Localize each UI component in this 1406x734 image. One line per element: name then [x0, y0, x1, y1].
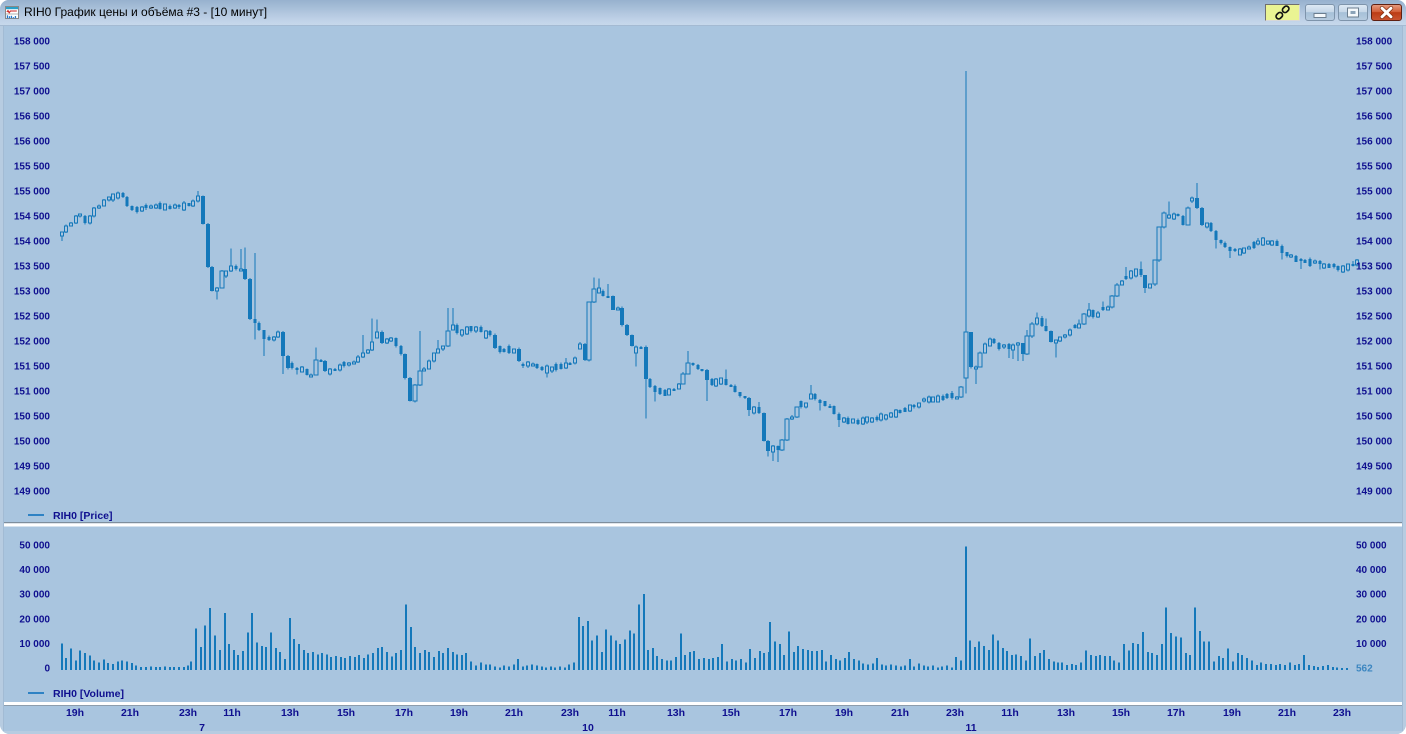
svg-text:15h: 15h	[337, 707, 355, 719]
svg-text:562: 562	[1356, 664, 1373, 675]
svg-text:152 500: 152 500	[14, 312, 51, 323]
svg-text:153 500: 153 500	[14, 262, 51, 273]
svg-text:153 000: 153 000	[1356, 287, 1393, 298]
svg-text:20 000: 20 000	[1356, 614, 1387, 625]
svg-text:155 500: 155 500	[1356, 162, 1393, 173]
svg-text:7: 7	[199, 722, 205, 734]
svg-text:11: 11	[965, 722, 976, 734]
svg-text:150 500: 150 500	[14, 412, 51, 423]
svg-text:156 500: 156 500	[1356, 112, 1393, 123]
svg-text:152 000: 152 000	[14, 337, 51, 348]
svg-text:21h: 21h	[505, 707, 523, 719]
svg-text:21h: 21h	[891, 707, 909, 719]
svg-text:158 000: 158 000	[1356, 37, 1393, 48]
svg-text:50 000: 50 000	[19, 541, 50, 552]
svg-text:152 000: 152 000	[1356, 337, 1393, 348]
svg-text:154 500: 154 500	[1356, 212, 1393, 223]
svg-text:19h: 19h	[66, 707, 84, 719]
svg-text:155 000: 155 000	[1356, 187, 1393, 198]
svg-text:17h: 17h	[779, 707, 797, 719]
svg-text:RIH0 [Price]: RIH0 [Price]	[53, 510, 113, 522]
svg-text:156 000: 156 000	[14, 137, 51, 148]
svg-text:17h: 17h	[395, 707, 413, 719]
svg-text:13h: 13h	[1057, 707, 1075, 719]
svg-text:157 000: 157 000	[14, 87, 51, 98]
svg-text:17h: 17h	[1167, 707, 1185, 719]
svg-text:RIH0 [Volume]: RIH0 [Volume]	[53, 688, 124, 700]
svg-text:154 500: 154 500	[14, 212, 51, 223]
svg-text:157 000: 157 000	[1356, 87, 1393, 98]
svg-text:19h: 19h	[1223, 707, 1241, 719]
svg-text:150 000: 150 000	[1356, 437, 1393, 448]
svg-text:11h: 11h	[608, 707, 626, 719]
svg-text:10: 10	[582, 722, 594, 734]
svg-text:157 500: 157 500	[14, 62, 51, 73]
svg-text:21h: 21h	[1278, 707, 1296, 719]
svg-text:23h: 23h	[561, 707, 579, 719]
svg-text:151 000: 151 000	[14, 387, 51, 398]
svg-text:11h: 11h	[1001, 707, 1019, 719]
svg-text:30 000: 30 000	[19, 590, 50, 601]
svg-text:154 000: 154 000	[14, 237, 51, 248]
svg-text:40 000: 40 000	[19, 565, 50, 576]
svg-text:151 000: 151 000	[1356, 387, 1393, 398]
svg-text:153 500: 153 500	[1356, 262, 1393, 273]
svg-text:10 000: 10 000	[19, 639, 50, 650]
svg-text:19h: 19h	[450, 707, 468, 719]
svg-text:156 500: 156 500	[14, 112, 51, 123]
svg-text:154 000: 154 000	[1356, 237, 1393, 248]
svg-text:13h: 13h	[281, 707, 299, 719]
svg-text:11h: 11h	[223, 707, 241, 719]
svg-text:158 000: 158 000	[14, 37, 51, 48]
svg-text:150 500: 150 500	[1356, 412, 1393, 423]
svg-text:152 500: 152 500	[1356, 312, 1393, 323]
svg-text:149 500: 149 500	[14, 462, 51, 473]
svg-text:151 500: 151 500	[14, 362, 51, 373]
svg-text:23h: 23h	[1333, 707, 1351, 719]
svg-text:40 000: 40 000	[1356, 565, 1387, 576]
svg-text:15h: 15h	[722, 707, 740, 719]
svg-text:20 000: 20 000	[19, 614, 50, 625]
svg-text:50 000: 50 000	[1356, 541, 1387, 552]
svg-text:156 000: 156 000	[1356, 137, 1393, 148]
svg-text:19h: 19h	[835, 707, 853, 719]
svg-text:30 000: 30 000	[1356, 590, 1387, 601]
svg-text:151 500: 151 500	[1356, 362, 1393, 373]
svg-text:15h: 15h	[1112, 707, 1130, 719]
svg-text:155 500: 155 500	[14, 162, 51, 173]
svg-text:149 000: 149 000	[1356, 487, 1393, 498]
svg-text:23h: 23h	[179, 707, 197, 719]
svg-text:155 000: 155 000	[14, 187, 51, 198]
svg-text:23h: 23h	[946, 707, 964, 719]
svg-text:149 500: 149 500	[1356, 462, 1393, 473]
svg-text:13h: 13h	[667, 707, 685, 719]
svg-text:0: 0	[44, 664, 50, 675]
svg-text:150 000: 150 000	[14, 437, 51, 448]
svg-text:149 000: 149 000	[14, 487, 51, 498]
svg-text:21h: 21h	[121, 707, 139, 719]
svg-text:153 000: 153 000	[14, 287, 51, 298]
svg-text:157 500: 157 500	[1356, 62, 1393, 73]
svg-text:10 000: 10 000	[1356, 639, 1387, 650]
